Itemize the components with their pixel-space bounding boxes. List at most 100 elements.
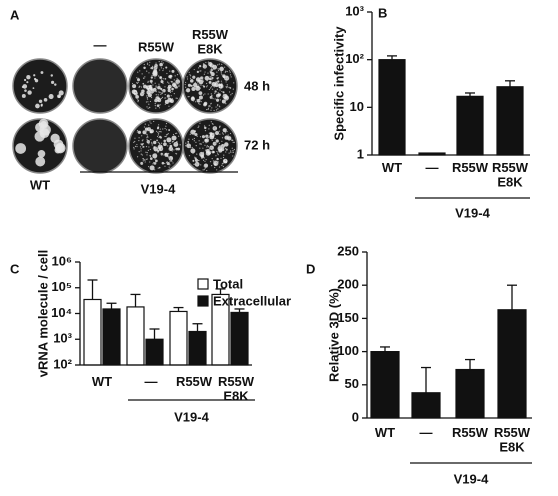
texture	[175, 132, 177, 135]
plaque	[153, 68, 157, 73]
texture	[164, 135, 166, 138]
texture	[193, 163, 195, 165]
texture	[172, 133, 175, 136]
texture	[221, 140, 223, 142]
y-tick-label: 10³	[53, 331, 72, 346]
plaque	[32, 87, 35, 90]
texture	[146, 138, 148, 141]
texture	[138, 86, 140, 88]
bar	[126, 306, 145, 366]
texture	[155, 86, 157, 89]
texture	[151, 72, 154, 74]
texture	[205, 153, 208, 155]
texture	[155, 99, 157, 101]
plaque	[27, 90, 32, 95]
texture	[164, 103, 166, 105]
plaque	[203, 85, 206, 88]
plaque	[224, 135, 229, 140]
texture	[168, 96, 170, 98]
texture	[164, 165, 166, 167]
texture	[156, 135, 159, 138]
texture	[189, 77, 192, 79]
y-tick-label: 10	[350, 99, 364, 114]
texture	[211, 151, 214, 153]
plaque	[229, 87, 232, 89]
texture	[214, 92, 216, 94]
plaque	[196, 86, 199, 88]
texture	[207, 108, 209, 110]
texture	[160, 131, 162, 133]
texture	[205, 86, 208, 88]
texture	[159, 99, 161, 101]
bar	[102, 308, 121, 366]
texture	[218, 166, 221, 168]
texture	[176, 149, 178, 151]
texture	[208, 132, 211, 134]
texture	[232, 141, 234, 143]
panel-letter: B	[378, 5, 387, 20]
plaque	[208, 77, 212, 81]
texture	[173, 149, 175, 151]
texture	[210, 73, 212, 75]
texture	[165, 125, 167, 127]
plaque	[153, 140, 157, 145]
texture	[210, 93, 212, 95]
plaque	[204, 75, 210, 81]
texture	[221, 63, 223, 65]
texture	[160, 79, 163, 81]
texture	[188, 71, 190, 73]
plaque	[217, 146, 223, 151]
texture	[137, 100, 139, 103]
texture	[196, 153, 198, 155]
texture	[206, 138, 209, 140]
plaque	[190, 79, 194, 83]
plaque	[194, 133, 198, 137]
texture	[147, 107, 149, 109]
texture	[204, 167, 206, 169]
y-tick-label: 10⁶	[52, 253, 72, 268]
texture	[167, 81, 169, 83]
plaque	[58, 95, 61, 98]
texture	[216, 74, 218, 77]
texture	[223, 154, 225, 156]
texture	[161, 61, 163, 63]
texture	[226, 87, 228, 89]
plaque	[173, 83, 176, 86]
plaque	[34, 131, 45, 142]
wt-label: WT	[30, 177, 50, 192]
texture	[138, 139, 140, 142]
plaque	[33, 77, 37, 81]
texture	[214, 142, 216, 144]
texture	[140, 148, 142, 150]
plaque	[216, 157, 219, 161]
texture	[140, 143, 142, 145]
texture	[226, 85, 228, 87]
texture	[222, 86, 224, 89]
texture	[160, 67, 162, 69]
texture	[225, 70, 227, 72]
texture	[214, 98, 216, 100]
texture	[158, 107, 161, 109]
plaque	[33, 74, 36, 77]
texture	[217, 68, 219, 70]
category-label: WT	[382, 160, 402, 175]
texture	[168, 149, 170, 151]
plaque	[173, 142, 179, 147]
row-label: 72 h	[244, 137, 270, 152]
texture	[222, 146, 224, 148]
category-label: —	[145, 374, 158, 389]
texture	[198, 125, 200, 127]
plaque	[200, 155, 205, 159]
plaque	[143, 66, 146, 70]
texture	[230, 150, 232, 152]
texture	[154, 169, 156, 171]
plaque	[142, 82, 145, 85]
texture	[202, 84, 204, 87]
bar	[497, 309, 527, 419]
texture	[159, 104, 161, 106]
texture	[193, 76, 195, 78]
texture	[170, 158, 172, 161]
texture	[198, 84, 200, 86]
texture	[195, 145, 197, 147]
